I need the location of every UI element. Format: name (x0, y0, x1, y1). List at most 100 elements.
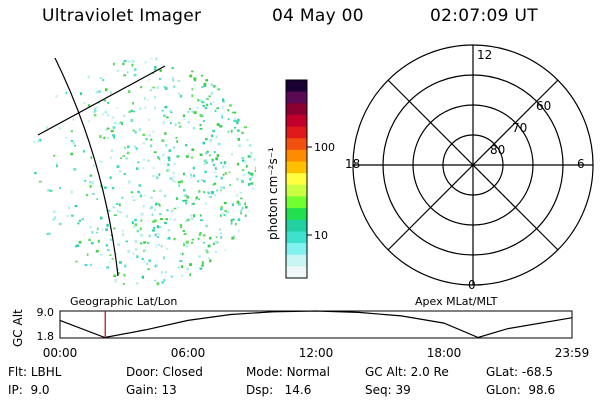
uv-speckle (152, 174, 155, 178)
uv-speckle (101, 113, 104, 116)
uv-speckle (103, 99, 107, 102)
uv-speckle (137, 161, 140, 164)
uv-speckle (46, 126, 48, 130)
uv-speckle (172, 78, 175, 82)
uv-speckle (176, 198, 179, 200)
uv-speckle (113, 227, 116, 230)
uv-speckle (86, 253, 89, 257)
colorbar-band (286, 254, 307, 267)
uv-speckle (231, 111, 234, 114)
uv-speckle (168, 149, 172, 153)
uv-speckle (107, 249, 110, 252)
uv-speckle (221, 116, 224, 119)
uv-speckle (110, 149, 114, 153)
colorbar-frame (285, 79, 308, 279)
uv-speckle (193, 111, 197, 115)
uv-speckle (244, 160, 247, 164)
uv-speckle (152, 86, 156, 89)
uv-speckle (251, 176, 254, 179)
uv-speckle (144, 61, 147, 64)
info-seq: Seq: 39 (365, 383, 411, 397)
uv-speckle (105, 244, 108, 247)
uv-speckle (163, 194, 167, 198)
colorbar-band (286, 103, 307, 116)
uv-speckle (140, 233, 144, 237)
uv-speckle (172, 179, 175, 182)
uv-speckle (106, 127, 110, 130)
uv-speckle (173, 207, 177, 210)
uv-speckle (134, 68, 137, 71)
uv-speckle (123, 114, 126, 117)
uv-speckle (55, 162, 58, 165)
uv-speckle (204, 98, 207, 101)
uv-speckle (122, 155, 126, 158)
uv-speckle (83, 102, 86, 104)
uv-speckle (93, 164, 95, 167)
uv-speckle (239, 191, 243, 194)
uv-speckle (53, 210, 56, 213)
uv-speckle (182, 243, 186, 247)
uv-speckle (74, 205, 78, 208)
uv-speckle (220, 206, 223, 208)
uv-speckle (154, 95, 156, 99)
uv-speckle (153, 68, 157, 71)
uv-speckle (178, 184, 180, 188)
uv-speckle (83, 234, 85, 237)
uv-speckle (250, 182, 254, 185)
uv-speckle (205, 138, 208, 141)
uv-speckle (152, 229, 155, 232)
uv-speckle (180, 252, 182, 255)
uv-speckle (161, 139, 165, 142)
uv-speckle (216, 107, 220, 110)
uv-speckle (136, 255, 139, 259)
lat-label-70: 70 (512, 121, 527, 135)
uv-speckle (156, 236, 160, 238)
alt-tick-1-8: 1.8 (37, 330, 55, 343)
uv-speckle (244, 202, 246, 206)
uv-speckle (224, 214, 228, 216)
uv-speckle (183, 189, 186, 192)
uv-speckle (158, 157, 161, 161)
uv-speckle (219, 228, 221, 231)
uv-speckle (153, 190, 156, 192)
uv-speckle (227, 109, 230, 112)
uv-speckle (130, 191, 133, 194)
uv-speckle (173, 238, 176, 241)
observation-date: 04 May 00 (272, 6, 364, 26)
uv-speckle (78, 240, 82, 244)
uv-speckle (157, 232, 160, 236)
uv-speckle (118, 261, 122, 264)
uv-speckle (170, 122, 172, 124)
uv-speckle (220, 208, 223, 211)
uv-speckle (233, 111, 237, 114)
uv-speckle (123, 74, 126, 77)
uv-speckle (77, 222, 80, 225)
uv-speckle (101, 228, 104, 231)
uv-speckle (99, 160, 103, 163)
alt-ylabel: GC Alt (11, 309, 25, 347)
info-mode: Mode: Normal (246, 365, 330, 379)
uv-speckle (176, 140, 178, 143)
uv-speckle (236, 200, 240, 204)
uv-speckle (120, 122, 124, 125)
uv-speckle (220, 113, 224, 117)
uv-speckle (98, 90, 101, 93)
uv-speckle (72, 141, 75, 145)
uv-speckle (147, 268, 150, 271)
uv-speckle (48, 232, 51, 235)
uv-speckle (99, 77, 103, 80)
uv-speckle (124, 146, 126, 149)
info-glat: GLat: -68.5 (486, 365, 553, 379)
info-door: Door: Closed (126, 365, 203, 379)
uv-speckle (93, 110, 96, 113)
uv-speckle (219, 232, 223, 235)
uv-speckle (53, 216, 56, 219)
uv-speckle (96, 227, 99, 231)
uv-speckle (249, 177, 252, 181)
colorbar-band (286, 231, 307, 244)
uv-speckle (216, 123, 220, 126)
uv-speckle (175, 137, 178, 139)
uv-speckle (237, 129, 240, 132)
uv-speckle (169, 109, 172, 112)
uv-speckle (213, 85, 216, 88)
